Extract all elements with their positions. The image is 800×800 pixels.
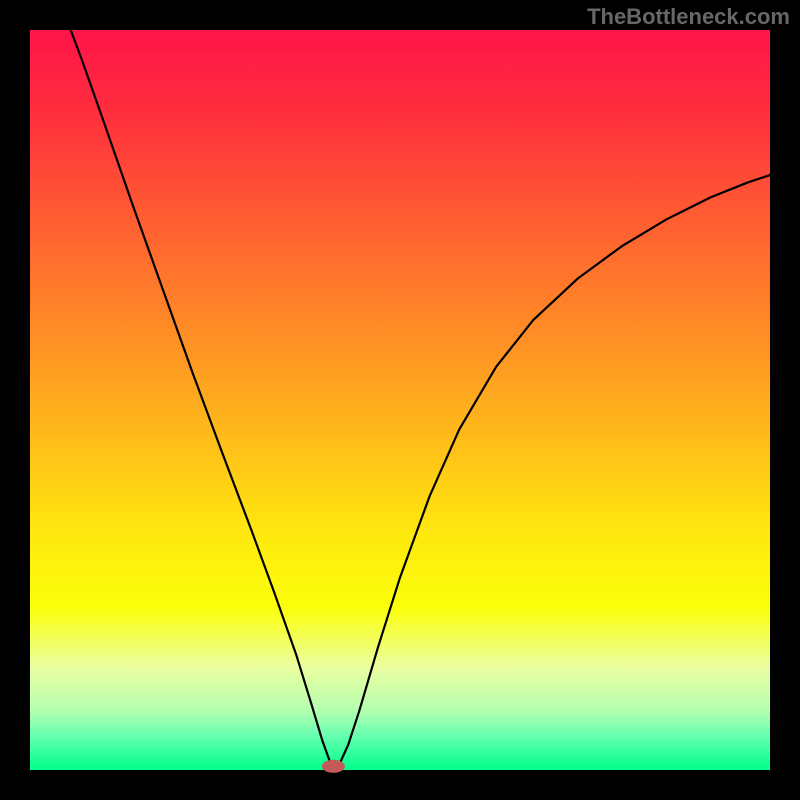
gradient-background xyxy=(30,30,770,770)
optimal-point-marker xyxy=(322,760,344,772)
bottleneck-curve-chart xyxy=(0,0,800,800)
watermark-label: TheBottleneck.com xyxy=(587,4,790,30)
chart-container: TheBottleneck.com xyxy=(0,0,800,800)
